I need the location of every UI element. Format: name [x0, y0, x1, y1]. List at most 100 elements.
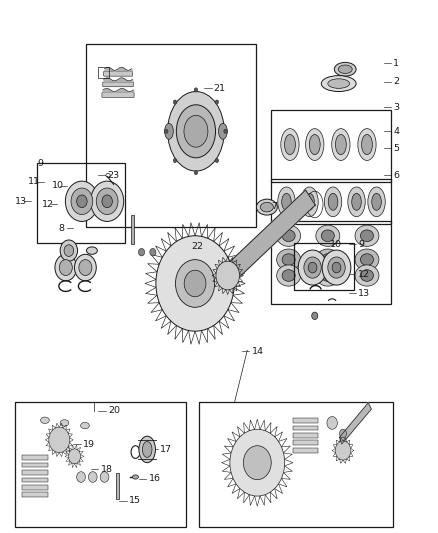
FancyBboxPatch shape	[102, 93, 134, 98]
Circle shape	[194, 171, 198, 175]
Ellipse shape	[334, 62, 356, 76]
Ellipse shape	[309, 134, 320, 155]
Ellipse shape	[355, 265, 379, 286]
Bar	[199, 402, 393, 527]
Ellipse shape	[256, 199, 277, 215]
Circle shape	[138, 248, 145, 256]
Ellipse shape	[321, 270, 334, 281]
Bar	[116, 473, 119, 499]
Ellipse shape	[358, 128, 376, 160]
Ellipse shape	[60, 419, 69, 426]
Circle shape	[194, 88, 198, 92]
Ellipse shape	[282, 193, 291, 211]
Bar	[293, 440, 318, 445]
Bar	[293, 418, 318, 423]
Ellipse shape	[324, 187, 342, 216]
Bar	[37, 163, 125, 243]
Text: 20: 20	[108, 406, 120, 415]
Ellipse shape	[142, 441, 152, 457]
Circle shape	[60, 240, 78, 261]
Circle shape	[304, 257, 321, 278]
Text: 13: 13	[358, 288, 371, 297]
Text: 12: 12	[42, 200, 54, 209]
Text: 8: 8	[257, 239, 263, 248]
Ellipse shape	[81, 422, 89, 429]
Circle shape	[224, 129, 227, 133]
Ellipse shape	[360, 254, 374, 265]
Circle shape	[96, 188, 118, 215]
Circle shape	[298, 250, 327, 285]
Circle shape	[173, 100, 177, 104]
Ellipse shape	[285, 134, 295, 155]
Text: 10: 10	[330, 240, 342, 249]
Ellipse shape	[277, 249, 300, 270]
Ellipse shape	[282, 254, 295, 265]
Text: 3: 3	[393, 103, 399, 112]
Circle shape	[49, 427, 70, 453]
Bar	[22, 463, 47, 467]
Ellipse shape	[281, 128, 299, 160]
Circle shape	[156, 236, 234, 331]
Text: 1: 1	[393, 59, 399, 68]
Text: 22: 22	[191, 243, 204, 252]
Bar	[293, 448, 318, 453]
Text: 9: 9	[37, 159, 43, 167]
Text: 11: 11	[330, 260, 342, 268]
Bar	[22, 455, 47, 460]
Ellipse shape	[321, 230, 334, 241]
Ellipse shape	[372, 193, 381, 211]
Circle shape	[215, 158, 219, 163]
Bar	[271, 110, 391, 182]
Text: 14: 14	[252, 347, 264, 356]
Polygon shape	[227, 190, 315, 279]
Ellipse shape	[336, 134, 346, 155]
Text: 15: 15	[129, 496, 141, 505]
Circle shape	[328, 257, 345, 278]
Circle shape	[77, 472, 85, 482]
Ellipse shape	[338, 65, 352, 74]
Ellipse shape	[321, 254, 334, 265]
Circle shape	[230, 429, 285, 496]
Ellipse shape	[86, 247, 97, 254]
Circle shape	[55, 254, 77, 281]
Text: 13: 13	[15, 197, 28, 206]
Text: 16: 16	[148, 474, 160, 483]
Ellipse shape	[219, 123, 227, 139]
Text: 8: 8	[58, 224, 64, 233]
Circle shape	[176, 260, 215, 308]
Ellipse shape	[306, 128, 324, 160]
Circle shape	[88, 472, 97, 482]
Ellipse shape	[316, 249, 340, 270]
Circle shape	[215, 100, 219, 104]
Ellipse shape	[184, 115, 208, 147]
Bar	[294, 243, 354, 290]
Ellipse shape	[355, 249, 379, 270]
Ellipse shape	[282, 230, 295, 241]
Ellipse shape	[352, 193, 361, 211]
Ellipse shape	[132, 475, 138, 479]
Circle shape	[173, 158, 177, 163]
Ellipse shape	[305, 193, 314, 211]
Ellipse shape	[368, 187, 385, 216]
Ellipse shape	[282, 270, 295, 281]
Text: 7: 7	[271, 202, 277, 211]
Circle shape	[91, 181, 124, 221]
Circle shape	[65, 181, 99, 221]
Text: 4: 4	[393, 127, 399, 136]
Circle shape	[312, 312, 318, 319]
Ellipse shape	[316, 225, 340, 246]
Ellipse shape	[332, 128, 350, 160]
Ellipse shape	[41, 417, 49, 423]
Bar	[22, 470, 47, 475]
Circle shape	[216, 261, 240, 290]
Text: 17: 17	[160, 445, 172, 454]
Ellipse shape	[278, 187, 295, 216]
Circle shape	[64, 245, 74, 256]
Circle shape	[100, 472, 109, 482]
Circle shape	[335, 441, 351, 460]
Text: 23: 23	[107, 171, 119, 180]
Bar	[22, 492, 47, 497]
Text: 12: 12	[358, 270, 370, 279]
Text: 10: 10	[51, 181, 64, 190]
Circle shape	[332, 262, 341, 273]
